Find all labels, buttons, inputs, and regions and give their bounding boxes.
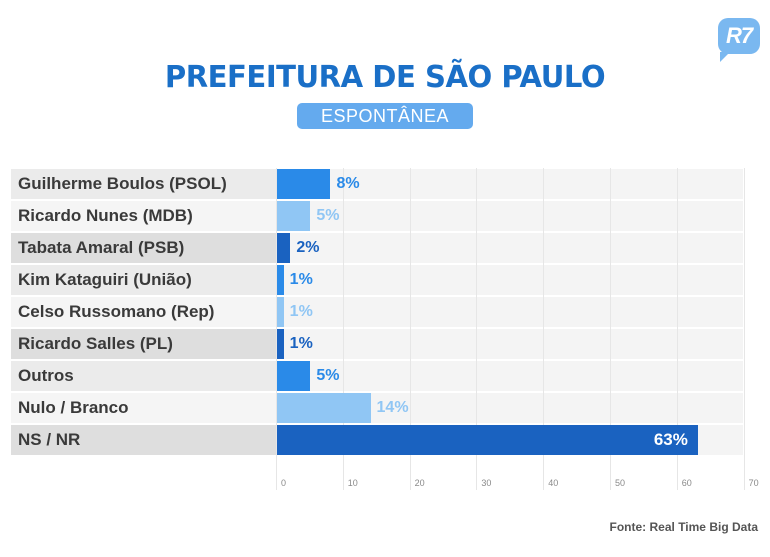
gridline	[543, 168, 545, 490]
bar	[277, 329, 284, 359]
x-tick-label: 60	[681, 478, 692, 488]
row-background	[276, 297, 743, 327]
x-tick-label: 70	[748, 478, 759, 488]
gridline	[409, 168, 411, 490]
gridline	[342, 168, 344, 490]
category-label: NS / NR	[11, 425, 276, 455]
bar	[277, 233, 291, 263]
category-label: Tabata Amaral (PSB)	[11, 233, 276, 263]
chart-title: PREFEITURA DE SÃO PAULO	[164, 60, 606, 95]
row-background	[276, 201, 743, 231]
bar	[277, 297, 284, 327]
chart-subtitle-badge: ESPONTÂNEA	[297, 103, 473, 129]
gridline	[676, 168, 678, 490]
value-label: 5%	[316, 207, 340, 224]
r7-logo: R7	[718, 18, 760, 62]
bar	[277, 425, 698, 455]
gridline	[743, 168, 745, 490]
bar	[277, 169, 331, 199]
category-label: Nulo / Branco	[11, 393, 276, 423]
source-note: Fonte: Real Time Big Data	[609, 520, 758, 534]
bar	[277, 361, 311, 391]
row-background	[276, 265, 743, 295]
row-background	[276, 329, 743, 359]
gridline	[610, 168, 611, 490]
x-tick-label: 50	[615, 478, 626, 488]
row-background	[276, 361, 743, 391]
value-label: 1%	[289, 271, 313, 288]
value-label: 2%	[296, 239, 320, 256]
value-label: 5%	[316, 367, 340, 384]
value-label: 63%	[653, 430, 688, 449]
x-tick-label: 10	[347, 478, 358, 488]
value-label: 8%	[336, 175, 360, 192]
row-background	[276, 233, 743, 263]
category-label: Ricardo Salles (PL)	[11, 329, 276, 359]
bar	[277, 201, 311, 231]
category-label: Ricardo Nunes (MDB)	[11, 201, 276, 231]
row-background	[276, 169, 743, 199]
bar	[277, 265, 284, 295]
x-tick-label: 20	[414, 478, 425, 488]
category-label: Kim Kataguiri (União)	[11, 265, 276, 295]
gridline	[276, 168, 277, 490]
category-label: Guilherme Boulos (PSOL)	[11, 169, 276, 199]
gridline	[476, 168, 478, 490]
x-tick-label: 0	[281, 478, 287, 488]
value-label: 14%	[376, 399, 409, 416]
category-label: Outros	[11, 361, 276, 391]
x-tick-label: 30	[481, 478, 492, 488]
value-label: 1%	[289, 303, 313, 320]
category-label: Celso Russomano (Rep)	[11, 297, 276, 327]
x-tick-label: 40	[548, 478, 559, 488]
bar	[277, 393, 371, 423]
value-label: 1%	[289, 335, 313, 352]
